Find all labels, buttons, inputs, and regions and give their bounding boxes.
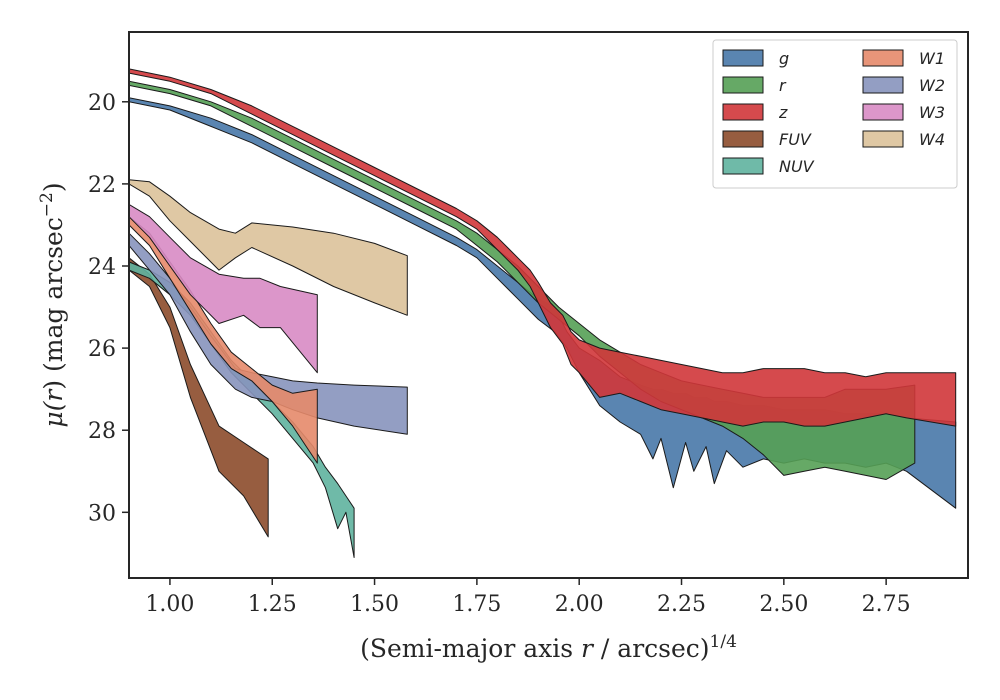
legend: grz FUV NUV W1 W2 W3 W4 <box>712 39 958 189</box>
x-tick-label: 1.00 <box>145 592 194 617</box>
x-tick-label: 2.00 <box>555 592 604 617</box>
band-w4 <box>129 179 408 316</box>
legend-swatch-z <box>722 103 764 121</box>
y-tick-label: 28 <box>88 419 116 444</box>
y-axis-label: μ(r) (mag arcsec−2) <box>37 182 68 427</box>
x-tick-label: 2.50 <box>759 592 808 617</box>
legend-label-z: z <box>778 103 788 122</box>
band-w3 <box>129 203 318 374</box>
legend-label-g: g <box>779 49 789 68</box>
legend-label-w4: W4 <box>919 130 945 149</box>
x-axis-label: (Semi-major axis r / arcsec)1/4 <box>360 632 737 663</box>
x-tick-label: 1.25 <box>248 592 297 617</box>
plot-frame <box>128 31 969 579</box>
y-tick-label: 30 <box>88 501 116 526</box>
y-tick-label: 24 <box>88 255 116 280</box>
band-fuv <box>129 257 269 538</box>
legend-swatch-w3 <box>862 103 904 121</box>
x-tick-label: 1.75 <box>452 592 501 617</box>
y-tick-label: 26 <box>88 337 116 362</box>
legend-label-w3: W3 <box>919 103 945 122</box>
x-tick-label: 1.50 <box>350 592 399 617</box>
legend-label-nuv: NUV <box>779 157 815 176</box>
y-axis: 20 22 24 26 28 30 <box>88 91 129 526</box>
legend-swatch-nuv <box>722 157 764 175</box>
legend-swatch-g <box>722 49 764 67</box>
legend-label-fuv: FUV <box>779 130 812 149</box>
legend-swatch-w1 <box>862 49 904 67</box>
x-tick-label: 2.25 <box>657 592 706 617</box>
legend-swatch-w2 <box>862 76 904 94</box>
x-tick-label: 2.75 <box>862 592 911 617</box>
legend-swatch-fuv <box>722 130 764 148</box>
legend-swatch-w4 <box>862 130 904 148</box>
band-z <box>129 68 957 427</box>
band-layer <box>129 68 957 558</box>
legend-swatch-r <box>722 76 764 94</box>
legend-label-w2: W2 <box>919 76 945 95</box>
x-axis: 1.00 1.25 1.50 1.75 2.00 2.25 2.50 2.75 <box>145 578 911 617</box>
legend-label-r: r <box>779 76 787 95</box>
legend-label-w1: W1 <box>919 49 945 68</box>
y-tick-label: 20 <box>88 91 116 116</box>
y-tick-label: 22 <box>88 173 116 198</box>
